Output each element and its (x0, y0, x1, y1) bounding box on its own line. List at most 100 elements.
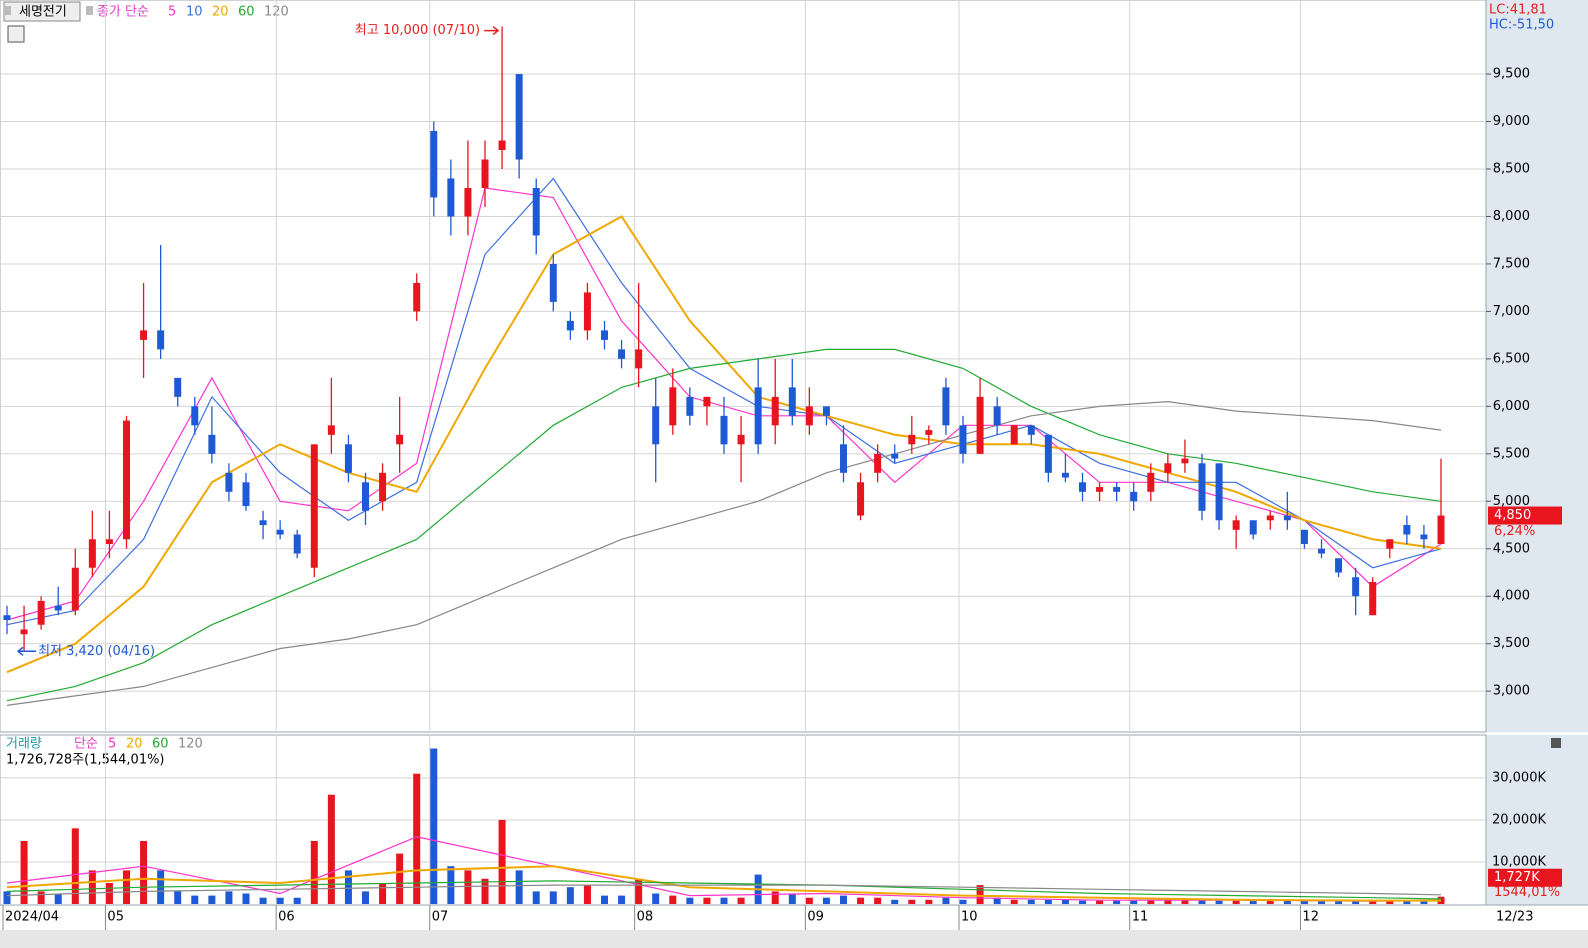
lc-label: LC:41,81 (1489, 3, 1547, 18)
y-tick-label: 9,500 (1493, 67, 1530, 82)
candle-body (464, 187, 472, 217)
candle-body (532, 187, 540, 236)
volume-bar (1044, 899, 1052, 904)
volume-bar (362, 891, 369, 904)
candle-body (857, 482, 865, 516)
volume-bar (532, 891, 540, 904)
candle-body (874, 453, 882, 473)
candle-body (1061, 472, 1069, 478)
volume-bar (857, 897, 865, 904)
candle-body (379, 472, 387, 502)
y-tick-label: 5,500 (1493, 446, 1530, 461)
candle-body (157, 330, 165, 350)
candle-body (686, 396, 694, 416)
volume-bar (430, 748, 438, 904)
x-tick-label: 06 (278, 910, 295, 925)
y-tick-label: 5,000 (1493, 494, 1530, 509)
candle-body (891, 453, 899, 459)
volume-bar (1164, 899, 1172, 904)
candle-body (720, 415, 728, 445)
candle-body (1113, 487, 1121, 492)
candle-body (566, 320, 574, 331)
candle-body (1403, 525, 1411, 535)
volume-bar (379, 882, 387, 904)
price-frame (0, 0, 1487, 733)
volume-bar (1232, 900, 1240, 904)
candle-body (1420, 534, 1428, 540)
candle-body (293, 534, 301, 554)
candle-body (54, 605, 62, 611)
volume-bar (618, 895, 626, 904)
volume-bar (771, 891, 779, 904)
price-tag (1488, 506, 1562, 525)
ma-legend: 10 (186, 5, 203, 20)
price-change-label: 6,24% (1494, 524, 1535, 539)
volume-tick-label: 10,000K (1492, 854, 1546, 869)
candle-body (1130, 491, 1138, 502)
candle-body (635, 349, 643, 369)
volume-bar (191, 895, 199, 904)
volume-bar (1027, 899, 1035, 904)
candle-body (925, 430, 933, 435)
candle-body (208, 434, 216, 454)
candle-body (1300, 529, 1308, 545)
volume-bar (327, 794, 335, 904)
volume-bar (601, 895, 608, 904)
candle-body (88, 539, 96, 568)
candle-body (259, 520, 267, 526)
candle-body (105, 539, 113, 545)
volume-moving-average (6, 865, 1441, 902)
candle-body (942, 387, 950, 426)
y-tick-label: 6,000 (1493, 399, 1530, 414)
grid-icon[interactable] (7, 25, 25, 43)
candle-body (822, 406, 830, 416)
volume-bar (1386, 901, 1394, 904)
volume-title: 거래량 (6, 737, 42, 752)
candle-body (20, 629, 28, 635)
candle-body (1027, 425, 1035, 435)
candle-body (396, 434, 404, 445)
candle-body (191, 406, 199, 426)
volume-bar (976, 885, 984, 904)
y-tick-label: 7,500 (1493, 256, 1530, 271)
candle-body (1437, 515, 1445, 545)
volume-bar (71, 828, 79, 904)
y-tick-label: 7,000 (1493, 304, 1530, 319)
scrollbar (0, 930, 1588, 948)
y-tick-label: 9,000 (1493, 114, 1530, 129)
volume-ma-legend: 5 (108, 737, 116, 752)
volume-bar (925, 899, 933, 904)
high-annotation: 최고 10,000 (07/10) (355, 23, 480, 38)
chart-title: 세명전기 (19, 5, 67, 20)
volume-bar (1113, 900, 1121, 904)
volume-bar (310, 840, 318, 904)
x-tick-label: 11 (1132, 910, 1149, 925)
volume-bar (396, 853, 404, 904)
volume-bar (1010, 899, 1018, 904)
volume-bar (259, 897, 267, 904)
volume-bar (959, 899, 967, 904)
volume-bar (703, 897, 711, 904)
volume-tick-label: 20,000K (1492, 812, 1546, 827)
volume-change-label: 1544,01% (1494, 885, 1560, 900)
volume-bar (583, 885, 591, 904)
volume-bar (37, 891, 45, 904)
volume-bar (88, 870, 96, 904)
candle-body (123, 420, 130, 540)
candle-body (788, 387, 796, 416)
candle-body (276, 529, 284, 535)
ma-legend: 5 (168, 5, 176, 20)
x-tick-label: 12 (1302, 910, 1319, 925)
volume-bar (1300, 901, 1308, 904)
volume-bar (891, 899, 899, 904)
volume-bar (498, 819, 506, 904)
candle-body (1369, 581, 1377, 616)
volume-ma-label: 단순 (74, 737, 98, 752)
candle-body (140, 330, 148, 340)
candle-body (959, 425, 967, 454)
volume-bar (1335, 901, 1343, 904)
volume-bar (276, 897, 284, 904)
candle-body (1335, 558, 1343, 573)
close-icon[interactable] (1551, 738, 1561, 748)
